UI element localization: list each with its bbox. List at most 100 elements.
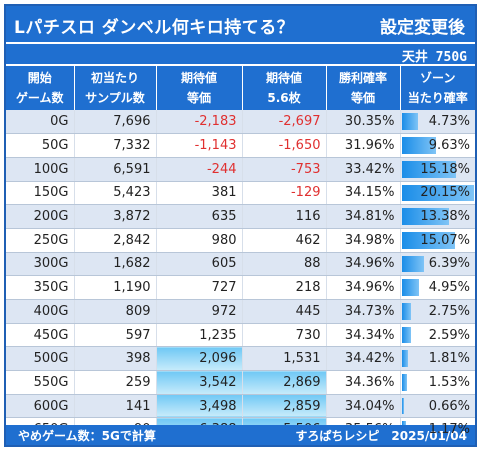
start-games-cell: 450G bbox=[6, 323, 75, 348]
ev-56-cell: -2,697 bbox=[242, 110, 327, 135]
start-games-cell: 300G bbox=[6, 252, 75, 277]
start-games-cell: 150G bbox=[6, 181, 75, 206]
table-row: 450G 597 1,235 730 34.34% 2.59% bbox=[6, 323, 475, 348]
zone-rate-cell: 1.81% bbox=[400, 346, 475, 372]
zone-rate-bar bbox=[401, 113, 419, 131]
zone-rate-value: 1.17% bbox=[428, 422, 470, 438]
ceiling-label: 天井 750G bbox=[401, 50, 467, 65]
samples-cell: 398 bbox=[74, 346, 157, 372]
zone-rate-bar bbox=[401, 397, 404, 415]
zone-rate-cell: 15.07% bbox=[400, 228, 475, 253]
zone-rate-cell: 0.66% bbox=[400, 394, 475, 419]
ev-equal-cell: 2,096 bbox=[156, 346, 243, 372]
samples-cell: 1,190 bbox=[74, 275, 157, 300]
ev-equal-cell: -1,143 bbox=[156, 133, 243, 158]
zone-rate-value: 1.53% bbox=[428, 374, 470, 390]
zone-rate-bar bbox=[401, 231, 456, 249]
zone-rate-bar bbox=[401, 326, 411, 344]
start-games-cell: 100G bbox=[6, 157, 75, 182]
ev-56-cell: 218 bbox=[242, 275, 327, 300]
win-rate-cell: 34.73% bbox=[326, 299, 401, 324]
zone-rate-bar bbox=[401, 160, 456, 178]
table-header-row: 開始 ゲーム数 初当たり サンプル数 期待値 等価 期待値 5.6枚 勝利確率 等価 ゾー… bbox=[6, 66, 475, 110]
header-ev-56: 期待値 5.6枚 bbox=[242, 66, 327, 110]
start-games-cell: 50G bbox=[6, 133, 75, 158]
page-title: Lパチスロ ダンベル何キロ持てる？ bbox=[14, 18, 295, 38]
zone-rate-cell: 4.73% bbox=[400, 110, 475, 135]
table-row: 600G 141 3,498 2,859 34.04% 0.66% bbox=[6, 394, 475, 419]
ev-56-cell: 2,869 bbox=[242, 370, 327, 395]
win-rate-cell: 30.35% bbox=[326, 110, 401, 135]
table-row: 300G 1,682 605 88 34.96% 6.39% bbox=[6, 252, 475, 277]
ev-56-cell: -753 bbox=[242, 157, 327, 182]
zone-rate-value: 20.15% bbox=[420, 185, 470, 201]
zone-rate-cell: 13.38% bbox=[400, 204, 475, 229]
win-rate-cell: 31.96% bbox=[326, 133, 401, 158]
win-rate-cell: 34.15% bbox=[326, 181, 401, 206]
ev-56-cell: 1,531 bbox=[242, 346, 327, 372]
ev-56-cell: 88 bbox=[242, 252, 327, 277]
samples-cell: 809 bbox=[74, 299, 157, 324]
win-rate-cell: 34.42% bbox=[326, 346, 401, 372]
samples-cell: 2,842 bbox=[74, 228, 157, 253]
ev-equal-cell: 727 bbox=[156, 275, 243, 300]
table-row: 400G 809 972 445 34.73% 2.75% bbox=[6, 299, 475, 324]
table-body: 0G 7,696 -2,183 -2,697 30.35% 4.73% 50G 7,332 -1… bbox=[6, 110, 475, 443]
table-row: 150G 5,423 381 -129 34.15% 20.15% bbox=[6, 181, 475, 206]
samples-cell: 3,872 bbox=[74, 204, 157, 229]
zone-rate-cell: 2.75% bbox=[400, 299, 475, 324]
zone-rate-value: 6.39% bbox=[428, 256, 470, 272]
ev-equal-cell: -244 bbox=[156, 157, 243, 182]
zone-rate-value: 1.81% bbox=[428, 351, 470, 367]
zone-rate-value: 2.59% bbox=[428, 327, 470, 343]
samples-cell: 7,332 bbox=[74, 133, 157, 158]
samples-cell: 259 bbox=[74, 370, 157, 395]
zone-rate-bar bbox=[401, 208, 450, 225]
win-rate-cell: 34.81% bbox=[326, 204, 401, 229]
win-rate-cell: 34.36% bbox=[326, 370, 401, 395]
table-row: 500G 398 2,096 1,531 34.42% 1.81% bbox=[6, 346, 475, 372]
zone-rate-value: 4.73% bbox=[428, 114, 470, 130]
zone-rate-value: 13.38% bbox=[420, 209, 470, 225]
samples-cell: 7,696 bbox=[74, 110, 157, 135]
samples-cell: 1,682 bbox=[74, 252, 157, 277]
table-row: 100G 6,591 -244 -753 33.42% 15.18% bbox=[6, 157, 475, 182]
win-rate-cell: 34.04% bbox=[326, 394, 401, 419]
expected-value-table: 開始 ゲーム数 初当たり サンプル数 期待値 等価 期待値 5.6枚 勝利確率 等価 ゾー… bbox=[6, 66, 475, 443]
ev-56-cell: 445 bbox=[242, 299, 327, 324]
start-games-cell: 500G bbox=[6, 346, 75, 372]
start-games-cell: 0G bbox=[6, 110, 75, 135]
zone-rate-cell: 2.59% bbox=[400, 323, 475, 348]
start-games-cell: 200G bbox=[6, 204, 75, 229]
start-games-cell: 400G bbox=[6, 299, 75, 324]
title-bar: Lパチスロ ダンベル何キロ持てる？ 設定変更後 bbox=[6, 6, 475, 42]
table-row: 550G 259 3,542 2,869 34.36% 1.53% bbox=[6, 370, 475, 395]
footer-bar: やめゲーム数：5Gで計算 すろぱちレシピ 2025/01/04 bbox=[6, 425, 475, 445]
zone-rate-bar bbox=[401, 303, 412, 320]
zone-rate-cell: 15.18% bbox=[400, 157, 475, 182]
zone-rate-cell: 6.39% bbox=[400, 252, 475, 277]
samples-cell: 5,423 bbox=[74, 181, 157, 206]
header-zone-rate: ゾーン 当たり確率 bbox=[400, 66, 475, 110]
win-rate-cell: 34.96% bbox=[326, 275, 401, 300]
zone-rate-cell: 9.63% bbox=[400, 133, 475, 158]
ev-56-cell: 2,859 bbox=[242, 394, 327, 419]
win-rate-cell: 34.96% bbox=[326, 252, 401, 277]
zone-rate-bar bbox=[401, 374, 407, 391]
ev-56-cell: 116 bbox=[242, 204, 327, 229]
zone-rate-value: 4.95% bbox=[428, 280, 470, 296]
ev-56-cell: 730 bbox=[242, 323, 327, 348]
start-games-cell: 350G bbox=[6, 275, 75, 300]
win-rate-cell: 33.42% bbox=[326, 157, 401, 182]
table-row: 200G 3,872 635 116 34.81% 13.38% bbox=[6, 204, 475, 229]
ev-56-cell: -129 bbox=[242, 181, 327, 206]
win-rate-cell: 34.98% bbox=[326, 228, 401, 253]
title-condition: 設定変更後 bbox=[380, 18, 465, 38]
ev-equal-cell: -2,183 bbox=[156, 110, 243, 135]
ev-56-cell: 462 bbox=[242, 228, 327, 253]
zone-rate-bar bbox=[401, 279, 420, 296]
start-games-cell: 550G bbox=[6, 370, 75, 395]
samples-cell: 6,591 bbox=[74, 157, 157, 182]
samples-cell: 597 bbox=[74, 323, 157, 348]
start-games-cell: 600G bbox=[6, 394, 75, 419]
